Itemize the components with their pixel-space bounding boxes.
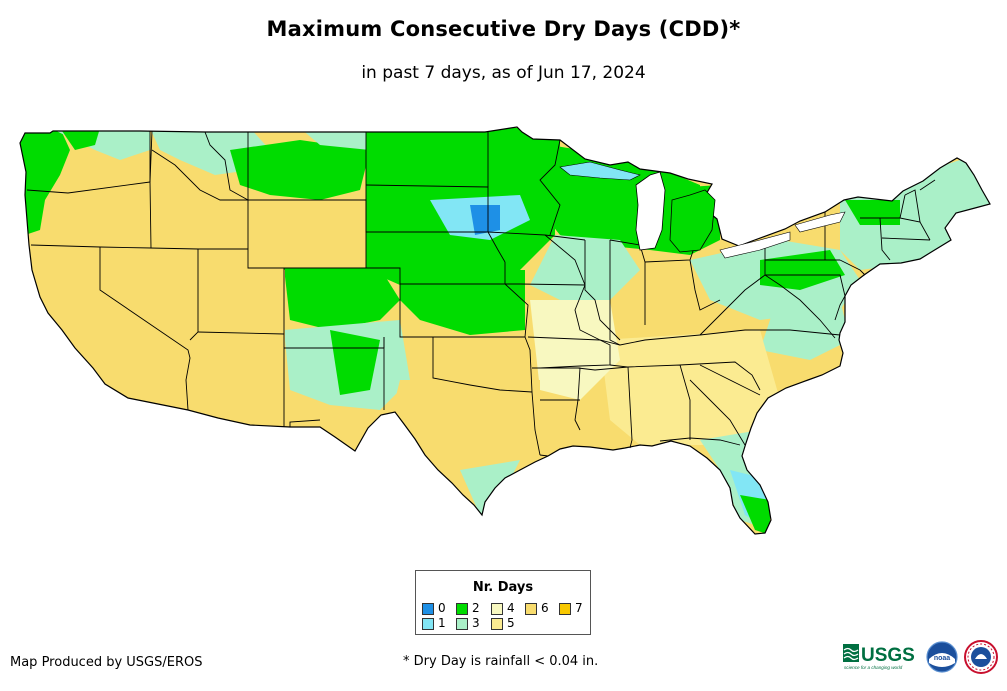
zone-ny-green	[845, 200, 900, 225]
zone-pnw-coast	[20, 128, 70, 235]
legend-label-4: 4	[507, 601, 515, 615]
zone-mo-ar	[530, 300, 620, 400]
zone-great-basin	[30, 245, 285, 427]
zone-kansas	[400, 270, 525, 335]
legend-label-3: 3	[472, 616, 480, 630]
legend-swatch-4	[491, 603, 503, 615]
legend-swatch-0	[422, 603, 434, 615]
noaa-logo: noaa	[926, 641, 958, 673]
dry-day-footnote: * Dry Day is rainfall < 0.04 in.	[403, 654, 599, 669]
zone-virginia	[760, 290, 850, 360]
zone-dakotas-north	[366, 128, 560, 190]
usgs-tagline: science for a changing world	[844, 665, 903, 670]
zone-wa-cascades	[60, 128, 100, 150]
zone-sd-blue	[470, 205, 500, 235]
zone-colorado	[284, 268, 400, 330]
map-credit: Map Produced by USGS/EROS	[10, 655, 203, 670]
map-title: Maximum Consecutive Dry Days (CDD)*	[266, 17, 741, 41]
usgs-logo-text: USGS	[861, 645, 915, 666]
legend-label-2: 2	[472, 601, 480, 615]
legend-label-0: 0	[438, 601, 446, 615]
legend-swatch-6	[525, 603, 537, 615]
zone-southeast	[600, 330, 780, 445]
legend: Nr. Days 0 1 2 3 4 5 6 7	[415, 570, 591, 635]
legend-swatch-1	[422, 618, 434, 630]
zone-florida-tip	[740, 495, 770, 534]
usgs-logo: USGS science for a changing world	[843, 644, 915, 670]
legend-label-1: 1	[438, 616, 446, 630]
zone-mt-north	[300, 128, 370, 150]
zone-texas	[390, 380, 540, 515]
legend-swatch-7	[559, 603, 571, 615]
zone-montana	[230, 140, 370, 200]
legend-title: Nr. Days	[472, 580, 534, 595]
legend-swatch-5	[491, 618, 503, 630]
great-lakes	[559, 161, 846, 259]
legend-label-6: 6	[541, 601, 549, 615]
legend-swatch-2	[456, 603, 468, 615]
nws-logo	[964, 640, 998, 674]
legend-swatch-3	[456, 618, 468, 630]
zone-texas-coast	[460, 460, 520, 515]
legend-label-5: 5	[507, 616, 515, 630]
state-borders	[19, 126, 991, 535]
legend-label-7: 7	[575, 601, 583, 615]
zone-nm-green	[330, 330, 380, 395]
noaa-logo-text: noaa	[934, 655, 950, 662]
map-subtitle: in past 7 days, as of Jun 17, 2024	[361, 63, 646, 83]
